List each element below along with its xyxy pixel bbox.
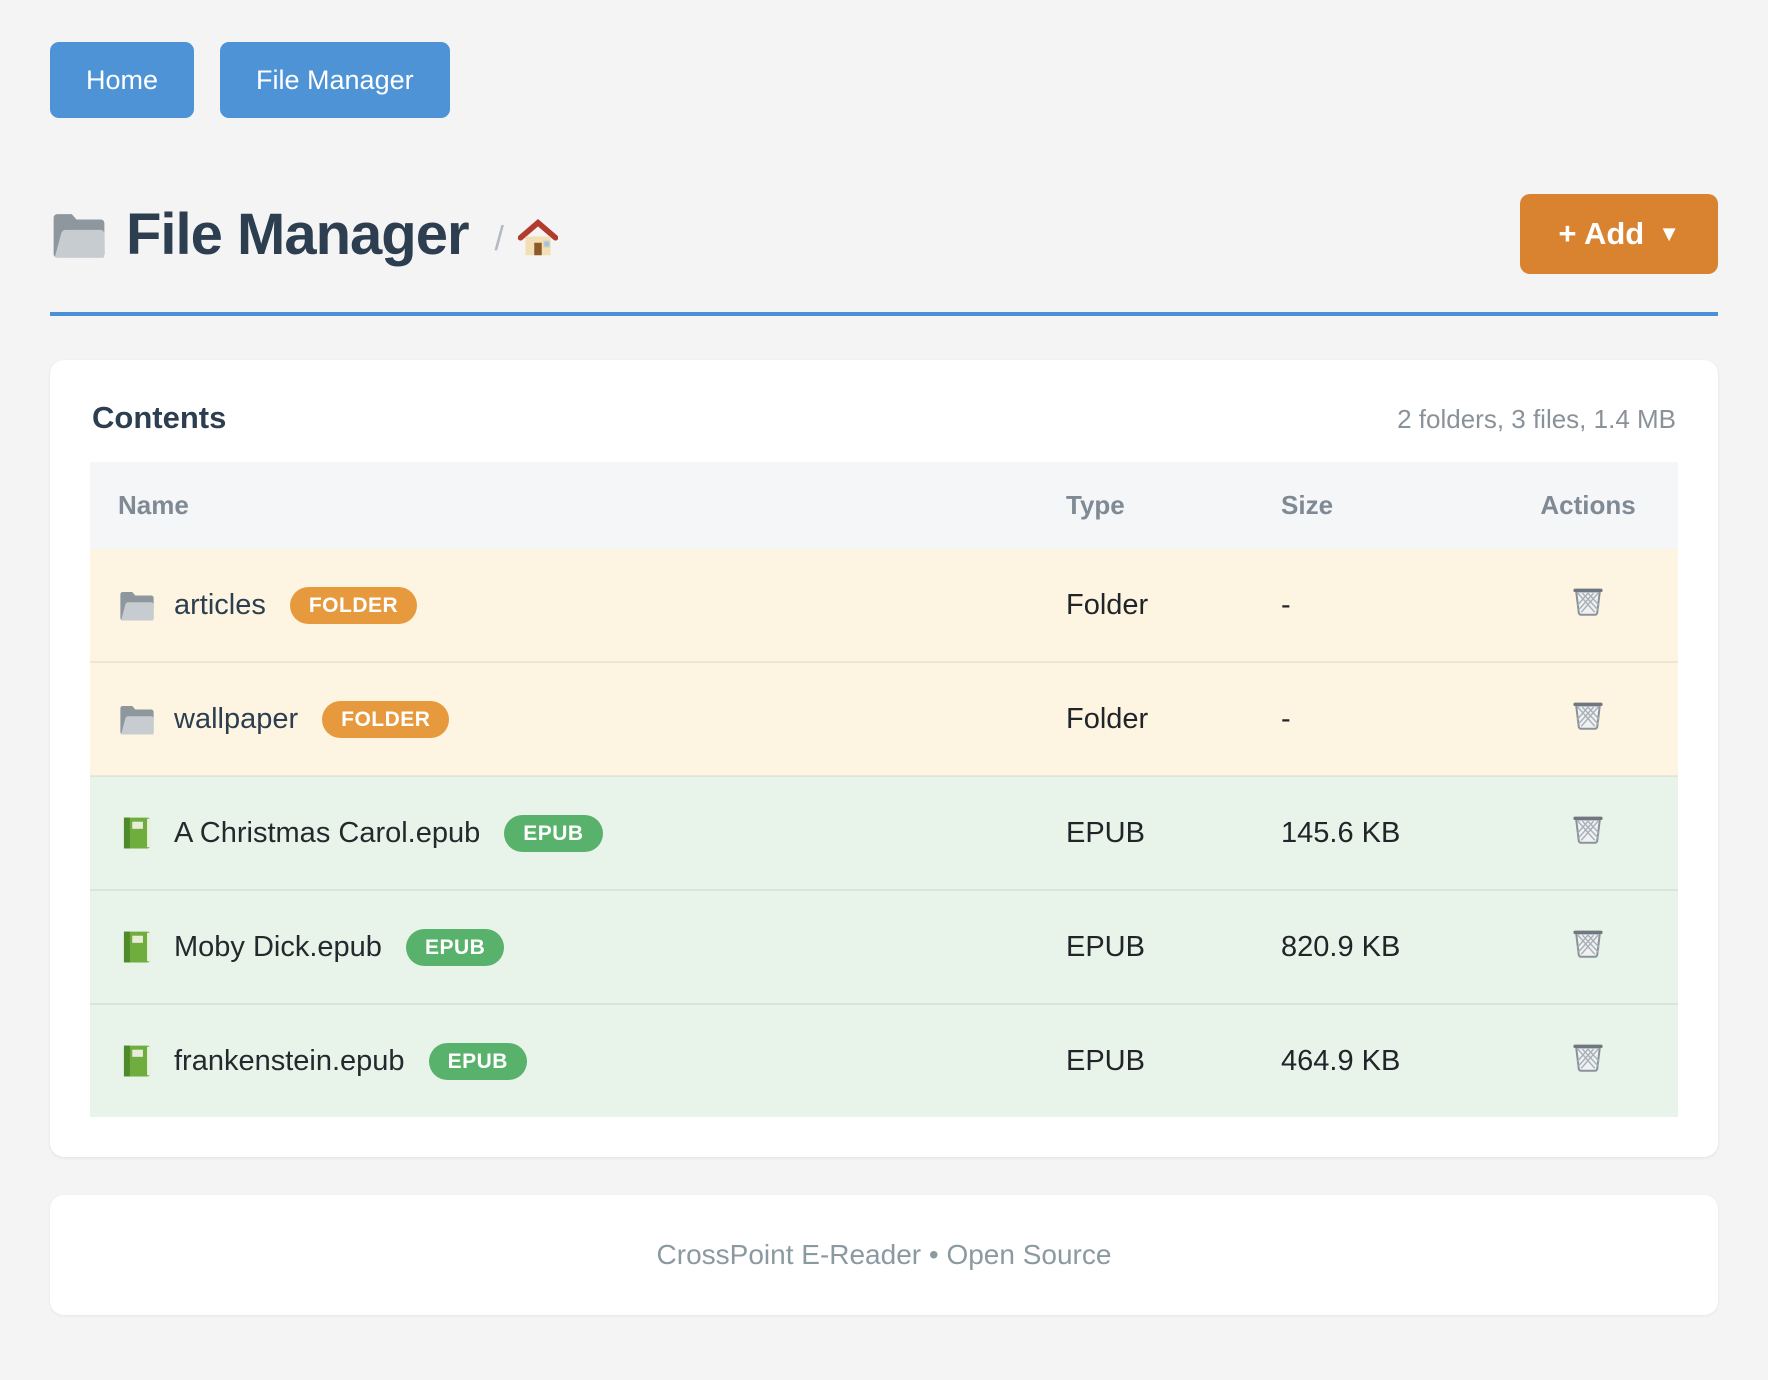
- actions-cell: [1498, 775, 1678, 890]
- name-cell: frankenstein.epub EPUB: [90, 1003, 1038, 1117]
- type-badge: EPUB: [428, 1042, 527, 1080]
- item-name-link[interactable]: articles: [174, 588, 266, 621]
- delete-button[interactable]: [1570, 811, 1606, 847]
- item-name-link[interactable]: frankenstein.epub: [174, 1044, 405, 1077]
- name-cell: A Christmas Carol.epub EPUB: [90, 775, 1038, 890]
- trash-icon: [1570, 697, 1606, 733]
- folder-icon: [118, 586, 156, 624]
- name-cell: articles FOLDER: [90, 549, 1038, 662]
- column-header-size: Size: [1253, 462, 1498, 549]
- header-divider: [50, 312, 1718, 316]
- page-header: File Manager / + Add ▼: [50, 194, 1718, 274]
- folder-icon: [50, 205, 108, 263]
- contents-heading: Contents: [92, 400, 227, 435]
- table-row: wallpaper FOLDER Folder -: [90, 661, 1678, 776]
- delete-button[interactable]: [1570, 1039, 1606, 1075]
- type-cell: Folder: [1038, 549, 1253, 662]
- actions-cell: [1498, 549, 1678, 662]
- actions-cell: [1498, 889, 1678, 1004]
- column-header-name: Name: [90, 462, 1038, 549]
- size-cell: 145.6 KB: [1253, 775, 1498, 890]
- name-cell: wallpaper FOLDER: [90, 661, 1038, 776]
- trash-icon: [1570, 925, 1606, 961]
- type-cell: Folder: [1038, 661, 1253, 776]
- trash-icon: [1570, 583, 1606, 619]
- type-cell: EPUB: [1038, 775, 1253, 890]
- book-icon: [118, 814, 156, 852]
- name-cell: Moby Dick.epub EPUB: [90, 889, 1038, 1004]
- type-badge: EPUB: [504, 814, 603, 852]
- actions-cell: [1498, 661, 1678, 776]
- item-name-link[interactable]: A Christmas Carol.epub: [174, 816, 481, 849]
- chevron-down-icon: ▼: [1658, 221, 1680, 246]
- table-row: articles FOLDER Folder -: [90, 549, 1678, 662]
- item-name-link[interactable]: wallpaper: [174, 702, 299, 735]
- size-cell: -: [1253, 549, 1498, 662]
- table-header-row: Name Type Size Actions: [90, 462, 1678, 549]
- size-cell: -: [1253, 661, 1498, 776]
- table-row: A Christmas Carol.epub EPUB EPUB 145.6 K…: [90, 775, 1678, 890]
- column-header-type: Type: [1038, 462, 1253, 549]
- delete-button[interactable]: [1570, 697, 1606, 733]
- delete-button[interactable]: [1570, 583, 1606, 619]
- type-badge: FOLDER: [322, 700, 450, 738]
- book-icon: [118, 1042, 156, 1080]
- trash-icon: [1570, 811, 1606, 847]
- contents-summary: 2 folders, 3 files, 1.4 MB: [1397, 404, 1676, 434]
- footer-text: CrossPoint E-Reader • Open Source: [656, 1239, 1112, 1270]
- nav-file-manager-button[interactable]: File Manager: [220, 42, 450, 118]
- nav-home-button[interactable]: Home: [50, 42, 195, 118]
- size-cell: 464.9 KB: [1253, 1003, 1498, 1117]
- file-table: Name Type Size Actions articles FOLDER F…: [90, 462, 1678, 1117]
- breadcrumb-separator: /: [494, 219, 504, 258]
- type-badge: FOLDER: [289, 586, 418, 624]
- title-group: File Manager /: [50, 201, 558, 268]
- add-button-label: + Add: [1558, 216, 1645, 251]
- size-cell: 820.9 KB: [1253, 889, 1498, 1004]
- type-badge: EPUB: [405, 928, 505, 966]
- top-nav: Home File Manager: [50, 42, 1718, 118]
- actions-cell: [1498, 1003, 1678, 1117]
- item-name-link[interactable]: Moby Dick.epub: [174, 930, 382, 963]
- table-row: Moby Dick.epub EPUB EPUB 820.9 KB: [90, 889, 1678, 1004]
- house-icon[interactable]: [518, 219, 558, 259]
- delete-button[interactable]: [1570, 925, 1606, 961]
- page-title: File Manager: [126, 201, 470, 267]
- footer: CrossPoint E-Reader • Open Source: [50, 1195, 1718, 1315]
- trash-icon: [1570, 1039, 1606, 1075]
- type-cell: EPUB: [1038, 889, 1253, 1004]
- type-cell: EPUB: [1038, 1003, 1253, 1117]
- folder-icon: [118, 700, 156, 738]
- book-icon: [118, 928, 156, 966]
- column-header-actions: Actions: [1498, 462, 1678, 549]
- card-header: Contents 2 folders, 3 files, 1.4 MB: [90, 400, 1678, 436]
- contents-card: Contents 2 folders, 3 files, 1.4 MB Name…: [50, 360, 1718, 1157]
- table-row: frankenstein.epub EPUB EPUB 464.9 KB: [90, 1003, 1678, 1117]
- add-button[interactable]: + Add ▼: [1520, 194, 1718, 274]
- table-body: articles FOLDER Folder - wallpaper FOLDE…: [90, 549, 1678, 1117]
